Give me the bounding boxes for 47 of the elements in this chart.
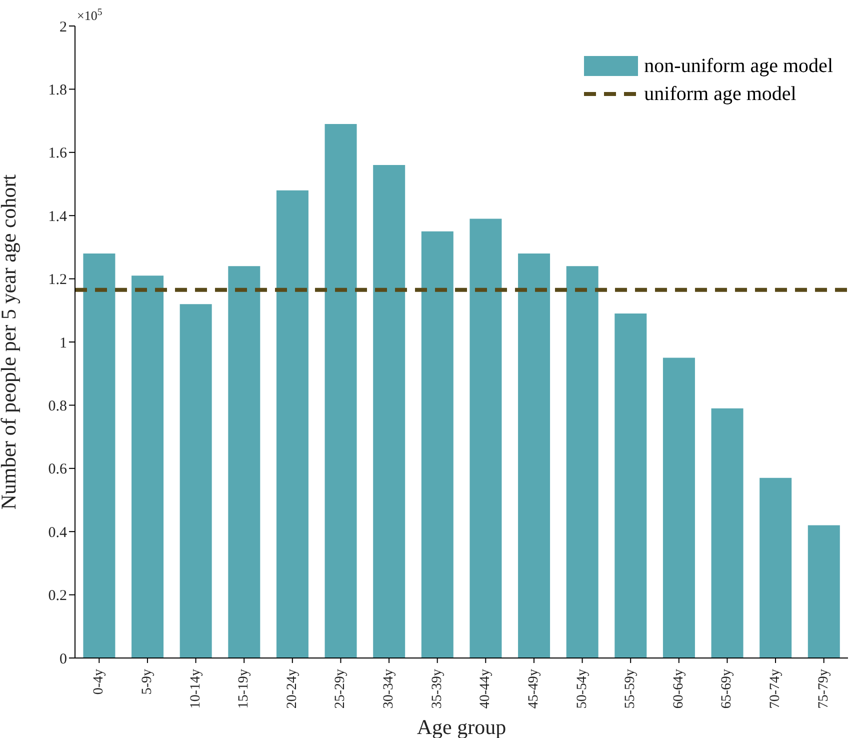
legend-label: uniform age model	[644, 82, 796, 107]
x-tick-label: 40-44y	[478, 669, 494, 709]
x-tick-label: 20-24y	[284, 669, 300, 709]
x-tick-label: 65-69y	[720, 669, 735, 709]
x-tick-label: 60-64y	[671, 669, 686, 709]
bar	[808, 525, 840, 658]
bar	[180, 304, 212, 658]
bar	[324, 124, 357, 658]
text: ×10$^{5}$	[77, 6, 102, 23]
bar	[83, 254, 116, 658]
bar	[373, 165, 406, 658]
x-tick-label: 50-54y	[574, 669, 590, 709]
y-tick-label: 0.2	[48, 588, 67, 604]
y-tick-label: 1.4	[48, 208, 68, 225]
x-tick-label: 5-9y	[140, 669, 155, 695]
bar	[421, 231, 454, 658]
y-tick-label: 2	[60, 19, 67, 36]
x-tick-label: 45-49y	[526, 669, 542, 709]
x-tick-label: 15-19y	[236, 669, 252, 709]
x-tick-label: 10-14y	[188, 669, 204, 709]
x-tick-label: 30-34y	[382, 669, 397, 709]
bar	[470, 218, 502, 658]
y-tick-label: 1.2	[48, 272, 67, 288]
y-tick-label: 1.8	[48, 82, 67, 99]
y-tick-label: 0	[60, 651, 67, 668]
x-tick-label: 70-74y	[768, 669, 784, 709]
bar	[228, 266, 260, 658]
bar	[518, 254, 550, 658]
bar	[614, 314, 647, 658]
bar	[662, 358, 695, 658]
x-tick-label: 55-59y	[623, 669, 638, 709]
bar	[760, 478, 792, 658]
y-tick-label: 0.8	[48, 398, 67, 415]
x-tick-label: 25-29y	[333, 669, 348, 709]
bar	[566, 266, 598, 658]
y-tick-label: 0.6	[48, 462, 68, 478]
bar	[132, 276, 164, 658]
y-tick-label: 0.4	[48, 524, 68, 541]
x-tick-label: 75-79y	[816, 669, 832, 709]
bar	[711, 408, 744, 658]
y-axis-title: Number of people per 5 year age cohort	[0, 174, 20, 510]
y-tick-label: 1.6	[48, 146, 68, 162]
y-tick-label: 1	[60, 335, 67, 352]
x-tick-label: 0-4y	[92, 669, 107, 695]
x-tick-label: 35-39y	[430, 669, 445, 709]
bar	[276, 190, 308, 658]
legend-label: non-uniform age model	[644, 54, 833, 79]
